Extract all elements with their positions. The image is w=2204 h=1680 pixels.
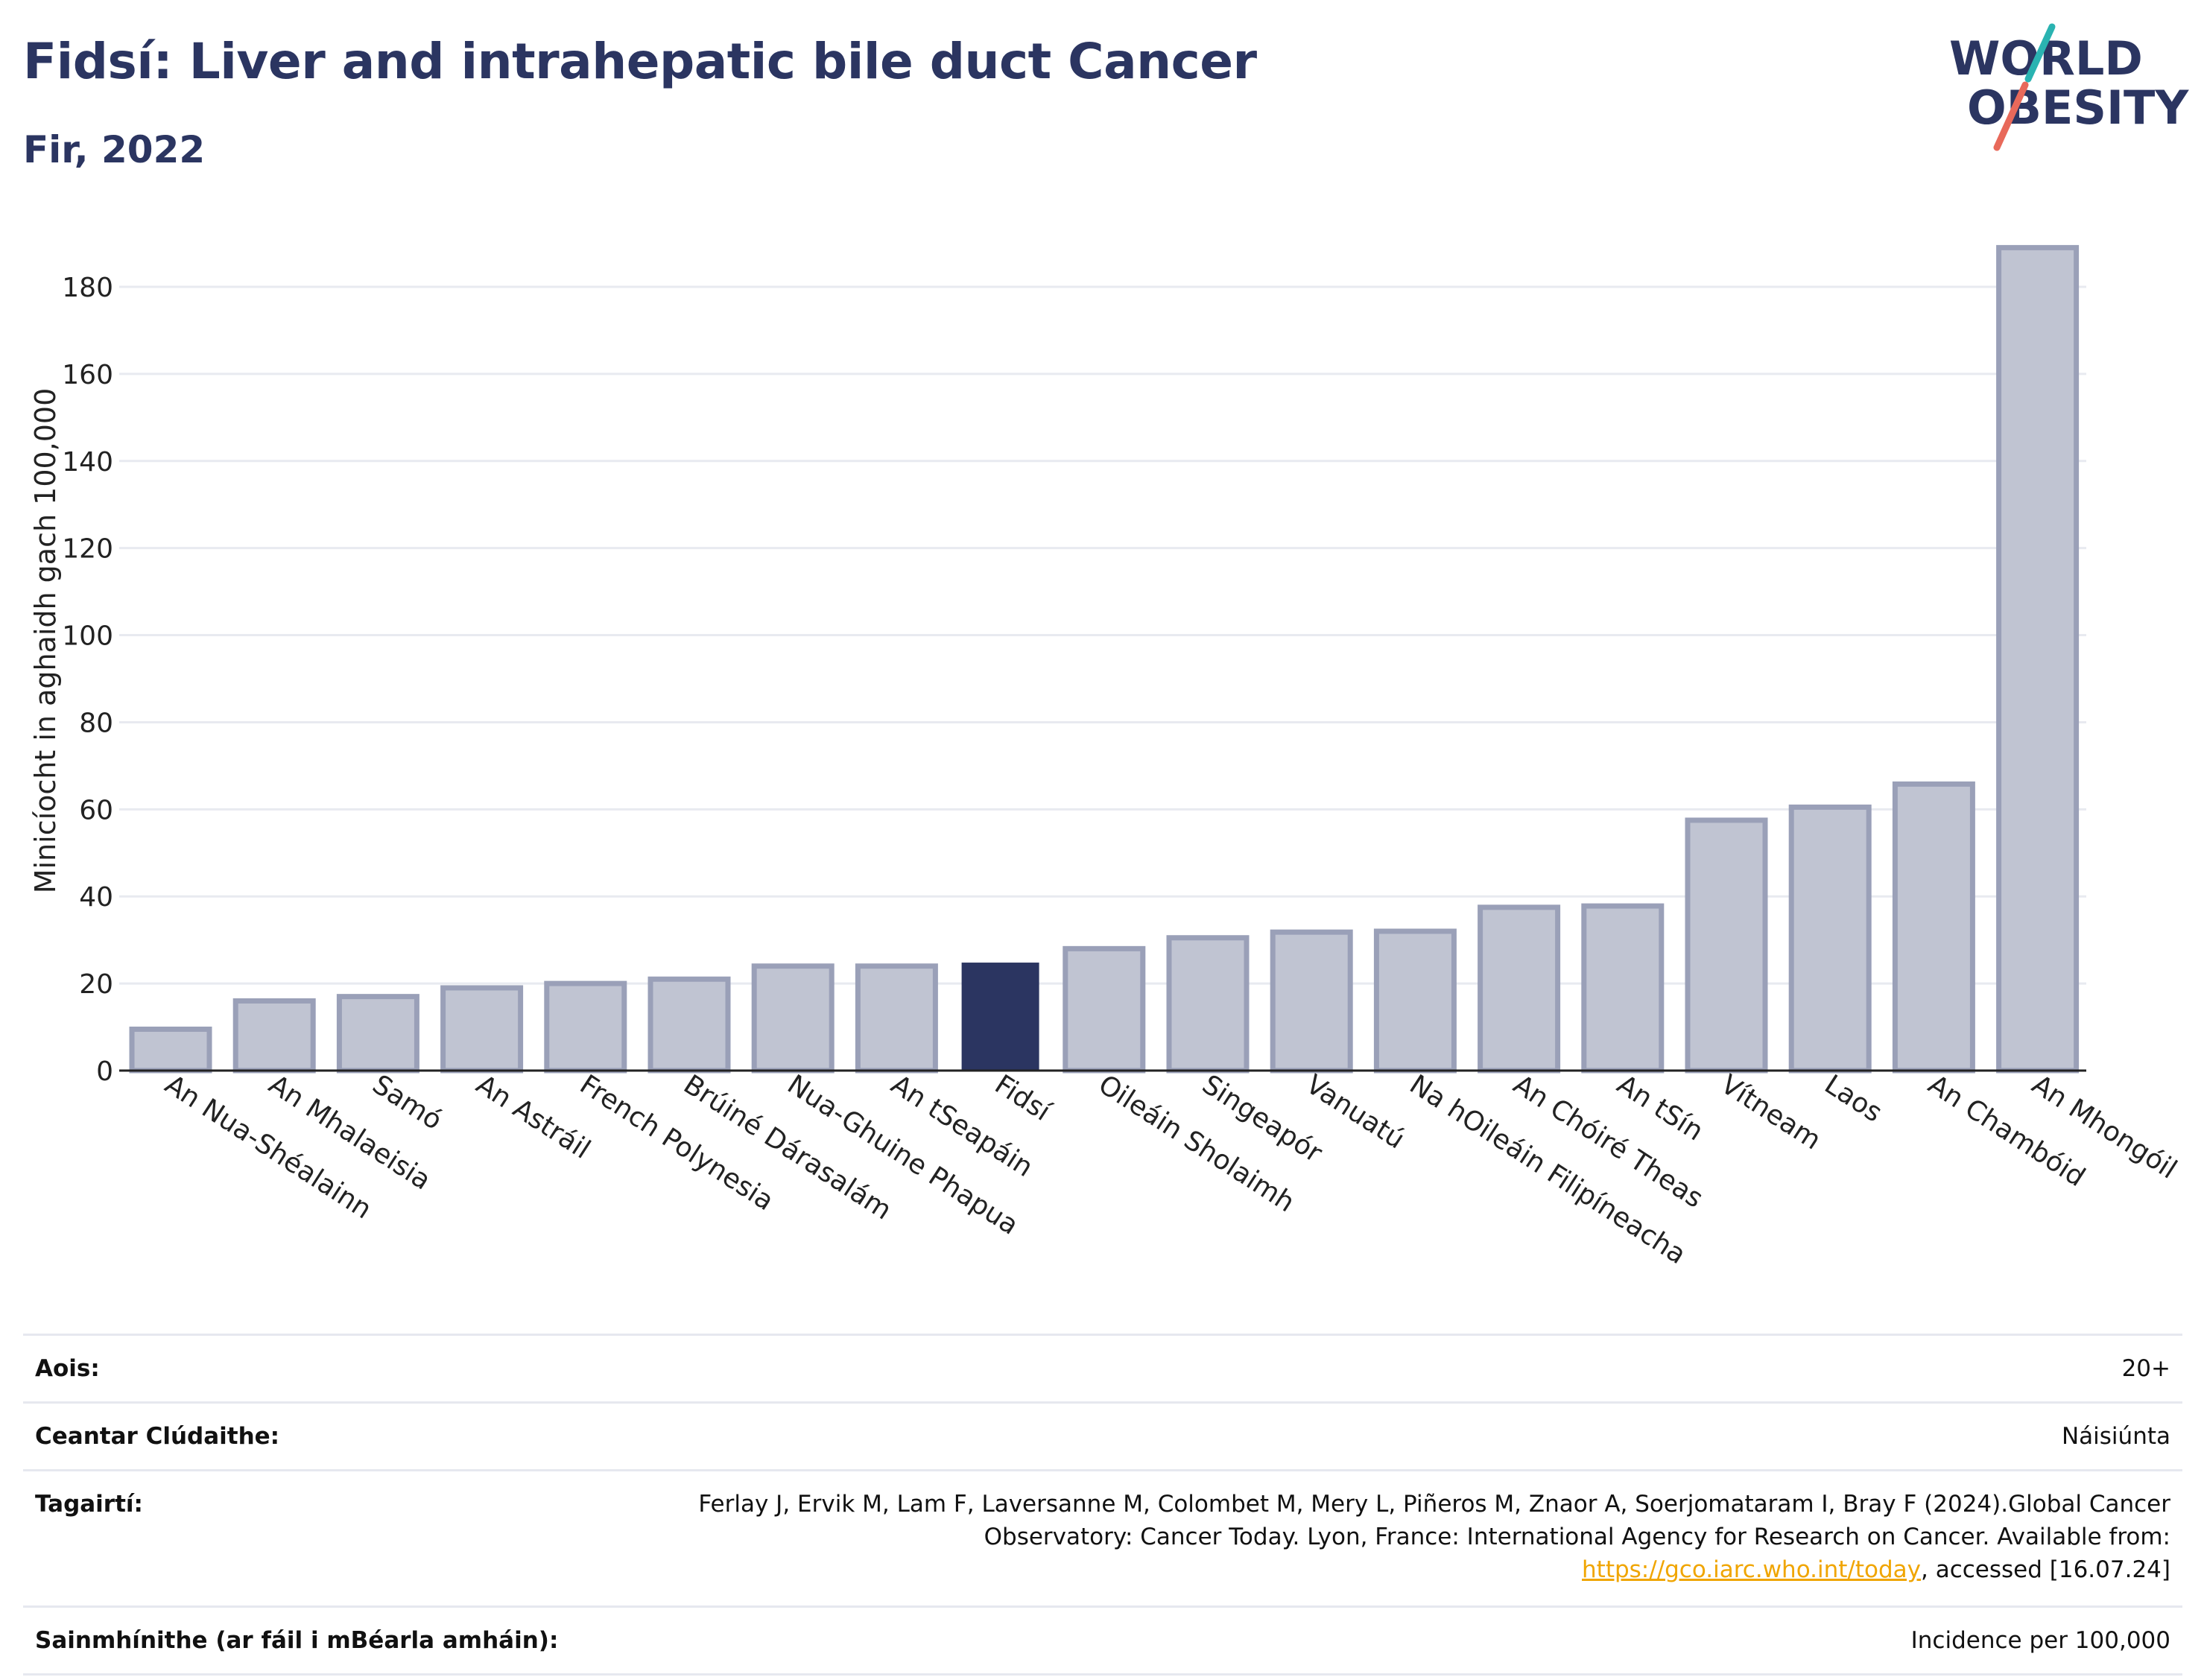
info-table: Aois: 20+ Ceantar Clúdaithe: Náisiúnta T… bbox=[23, 1334, 2182, 1676]
chart-subtitle: Fir, 2022 bbox=[23, 128, 206, 171]
y-tick-label: 120 bbox=[62, 534, 113, 565]
y-tick-label: 180 bbox=[62, 273, 113, 303]
age-label: Aois: bbox=[35, 1355, 100, 1382]
info-row-definitions: Sainmhínithe (ar fáil i mBéarla amháin):… bbox=[23, 1605, 2182, 1676]
references-link[interactable]: https://gco.iarc.who.int/today bbox=[1582, 1556, 1921, 1583]
references-value: Ferlay J, Ervik M, Lam F, Laversanne M, … bbox=[643, 1488, 2170, 1586]
y-tick-label: 40 bbox=[79, 882, 113, 913]
y-tick-label: 60 bbox=[79, 795, 113, 825]
x-tick-label: Vítneam bbox=[1715, 1069, 1826, 1156]
bar-Nua-Ghuine Phapua bbox=[751, 963, 835, 1074]
world-obesity-logo: WORLD OBESITY bbox=[1949, 23, 2189, 151]
bar-Laos bbox=[1788, 804, 1872, 1074]
bar-Vanuatú bbox=[1270, 929, 1353, 1074]
area-value: Náisiúnta bbox=[2061, 1423, 2170, 1450]
references-label: Tagairtí: bbox=[35, 1491, 143, 1518]
y-tick-label: 100 bbox=[62, 621, 113, 652]
bar-French Polynesia bbox=[544, 980, 627, 1074]
bar-An Nua-Shéalainn bbox=[129, 1026, 212, 1074]
bar-Na hOileáin Filipíneacha bbox=[1373, 928, 1457, 1074]
bar-An Astráil bbox=[440, 985, 524, 1074]
y-tick-label: 20 bbox=[79, 969, 113, 1000]
definitions-value: Incidence per 100,000 bbox=[1910, 1627, 2170, 1654]
info-row-age: Aois: 20+ bbox=[23, 1334, 2182, 1401]
references-text: Ferlay J, Ervik M, Lam F, Laversanne M, … bbox=[698, 1491, 2170, 1550]
bar-Oileáin Sholaimh bbox=[1063, 945, 1146, 1074]
references-suffix: , accessed [16.07.24] bbox=[1920, 1556, 2170, 1583]
bar-An Mhalaeisia bbox=[232, 998, 316, 1074]
bar-Samó bbox=[336, 994, 419, 1074]
chart-title: Fidsí: Liver and intrahepatic bile duct … bbox=[23, 33, 1257, 90]
bar-An Mhongóil bbox=[1996, 244, 2080, 1074]
bar-An Chóiré Theas bbox=[1478, 904, 1561, 1074]
area-label: Ceantar Clúdaithe: bbox=[35, 1423, 280, 1450]
y-axis-label: Minicíocht in aghaidh gach 100,000 bbox=[29, 388, 62, 894]
bar-Brúiné Dárasalám bbox=[647, 976, 731, 1074]
bar-Vítneam bbox=[1685, 817, 1768, 1074]
bar-An tSeapáin bbox=[855, 963, 938, 1074]
x-tick-label: French Polynesia bbox=[574, 1069, 779, 1217]
logo-slash-red bbox=[1993, 81, 2029, 151]
info-row-area: Ceantar Clúdaithe: Náisiúnta bbox=[23, 1401, 2182, 1469]
y-tick-label: 140 bbox=[62, 447, 113, 478]
bar-Singeapór bbox=[1166, 935, 1250, 1074]
bars bbox=[129, 244, 2080, 1074]
x-tick-label: Oileáin Sholaimh bbox=[1093, 1069, 1300, 1218]
y-tick-label: 80 bbox=[79, 708, 113, 738]
bar-An Chambóid bbox=[1892, 781, 1975, 1074]
logo-slash-teal bbox=[2024, 23, 2056, 83]
y-tick-label: 160 bbox=[62, 360, 113, 390]
x-tick-label: Samó bbox=[367, 1069, 447, 1136]
definitions-label: Sainmhínithe (ar fáil i mBéarla amháin): bbox=[35, 1627, 559, 1654]
x-tick-label: Laos bbox=[1819, 1069, 1887, 1129]
x-tick-label: Fidsí bbox=[989, 1069, 1057, 1127]
bar-Fidsí bbox=[961, 963, 1039, 1071]
age-value: 20+ bbox=[2121, 1355, 2170, 1382]
y-tick-label: 0 bbox=[96, 1056, 113, 1087]
bar-An tSín bbox=[1581, 903, 1665, 1074]
info-row-references: Tagairtí: Ferlay J, Ervik M, Lam F, Lave… bbox=[23, 1469, 2182, 1605]
x-tick-label: An Astráil bbox=[471, 1069, 596, 1165]
